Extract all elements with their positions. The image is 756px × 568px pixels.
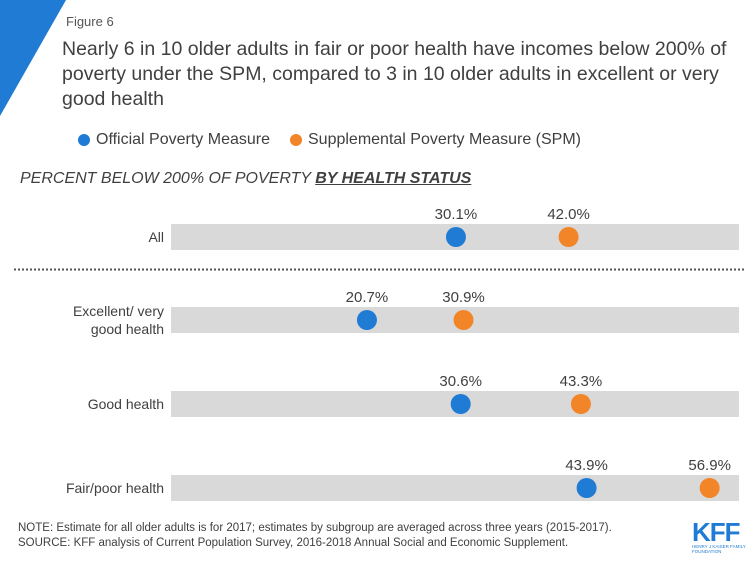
data-label: 56.9%: [688, 457, 731, 474]
data-point: [699, 478, 720, 498]
category-label: Fair/poor health: [65, 480, 164, 496]
legend-item-official: Official Poverty Measure: [78, 131, 270, 149]
data-point: [558, 227, 579, 247]
legend-swatch-spm: [290, 134, 302, 146]
data-point: [576, 478, 597, 498]
data-point: [356, 310, 377, 330]
subtitle-prefix: PERCENT BELOW 200% OF POVERTY: [20, 170, 316, 187]
legend-label: Supplemental Poverty Measure (SPM): [308, 131, 581, 148]
data-point: [453, 310, 474, 330]
data-point: [445, 227, 466, 247]
chart-title: Nearly 6 in 10 older adults in fair or p…: [62, 38, 727, 110]
subtitle-emphasis: BY HEALTH STATUS: [315, 170, 472, 187]
chart-subtitle: PERCENT BELOW 200% OF POVERTY BY HEALTH …: [20, 170, 471, 188]
data-label: 43.3%: [560, 373, 603, 390]
category-label: All: [148, 229, 164, 245]
data-label: 43.9%: [565, 457, 608, 474]
source-text: SOURCE: KFF analysis of Current Populati…: [18, 537, 569, 549]
category-label: Excellent/ very good health: [72, 303, 164, 337]
data-point: [450, 394, 471, 414]
legend-label: Official Poverty Measure: [96, 131, 270, 148]
legend: Official Poverty Measure Supplemental Po…: [78, 131, 581, 149]
corner-accent: [0, 0, 66, 116]
data-label: 30.6%: [439, 373, 482, 390]
footnote: NOTE: Estimate for all older adults is f…: [18, 521, 612, 551]
data-label: 42.0%: [547, 206, 590, 223]
data-label: 30.9%: [442, 289, 485, 306]
legend-item-spm: Supplemental Poverty Measure (SPM): [290, 131, 581, 149]
note-text: NOTE: Estimate for all older adults is f…: [18, 522, 612, 534]
logo-subtext: HENRY J KAISER FAMILY FOUNDATION: [692, 544, 746, 554]
legend-swatch-official: [78, 134, 90, 146]
data-label: 20.7%: [346, 289, 389, 306]
row-band: [171, 475, 739, 501]
kff-logo: KFF HENRY J KAISER FAMILY FOUNDATION: [692, 517, 748, 554]
logo-text: KFF: [692, 517, 741, 547]
category-label: Good health: [87, 396, 164, 412]
data-point: [570, 394, 591, 414]
data-label: 30.1%: [435, 206, 478, 223]
figure-label: Figure 6: [66, 14, 114, 29]
